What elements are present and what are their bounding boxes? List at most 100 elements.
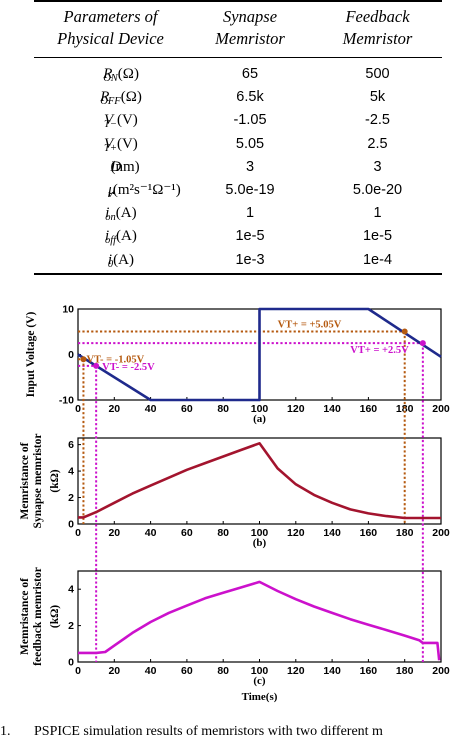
- synapse-value-cell: 1e-3: [235, 251, 265, 268]
- x-tick-label: 0: [75, 665, 81, 677]
- y-axis-unit: (kΩ): [49, 469, 61, 492]
- plot-frame-3: [77, 570, 442, 663]
- caption-number: 1.: [0, 724, 11, 737]
- table-top-rule: [34, 0, 442, 2]
- panel-label: (b): [253, 537, 267, 549]
- x-tick-label: 180: [396, 665, 414, 677]
- synapse-value-cell: 3: [245, 158, 255, 175]
- table-mid-rule: [34, 57, 442, 58]
- x-tick-label: 20: [108, 665, 120, 677]
- x-tick-label: 120: [287, 527, 305, 539]
- panel-label: (c): [253, 675, 266, 687]
- table-row: R ON (Ω) 65 500: [34, 63, 442, 85]
- feedback-value-cell: 1: [373, 205, 382, 222]
- synapse-value-cell: 1: [245, 205, 255, 222]
- synapse-value-cell: -1.05: [233, 112, 267, 129]
- threshold-marker-synapse-plus: [401, 328, 408, 335]
- feedback-value-cell: 1e-4: [362, 251, 393, 268]
- y-tick-label: 10: [62, 304, 74, 316]
- param-name-cell: i off (A): [104, 228, 137, 247]
- x-tick-label: 20: [108, 527, 120, 539]
- synapse-value-cell: 1e-5: [235, 228, 265, 245]
- table-row: V T+ (V) 5.05 2.5: [34, 133, 442, 155]
- x-tick-label: 40: [145, 403, 157, 415]
- x-tick-label: 160: [360, 527, 378, 539]
- x-tick-label: 140: [323, 665, 341, 677]
- x-tick-label: 20: [108, 403, 120, 415]
- feedback-value-cell: -2.5: [365, 112, 390, 129]
- simulation-figure: 0 20 40 60 80 100 120 140 160 180 200 -10 0 10 Input V…: [0, 296, 474, 737]
- table-bottom-rule: [34, 273, 442, 275]
- annotation-vt-minus-feedback: VT- = -2.5V: [102, 362, 155, 373]
- x-tick-label: 160: [360, 665, 378, 677]
- param-name-cell: R OFF (Ω): [100, 89, 142, 108]
- param-name-cell: V T+ (V): [104, 135, 138, 154]
- x-tick-label: 120: [287, 403, 305, 415]
- synapse-value-cell: 5.05: [235, 135, 265, 152]
- y-tick-label: -10: [59, 395, 74, 407]
- y-tick-label: 2: [68, 620, 74, 632]
- header-parameters-line2: Physical Device: [57, 29, 164, 48]
- y-axis-label: feedback memristor: [32, 567, 44, 666]
- feedback-value-cell: 3: [373, 158, 382, 175]
- panel-label: (a): [253, 413, 266, 425]
- param-name-cell: R ON (Ω): [103, 66, 139, 84]
- y-tick-label: 0: [68, 519, 74, 531]
- annotation-vt-plus-feedback: VT+ = +2.5V: [350, 345, 409, 356]
- table-row: D (nm) 3 3: [34, 156, 442, 178]
- y-axis-label: Input Voltage (V): [25, 312, 37, 398]
- synapse-value-cell: 65: [241, 66, 259, 82]
- x-tick-label: 100: [251, 665, 269, 677]
- x-tick-label: 0: [75, 403, 81, 415]
- y-tick-label: 0: [68, 349, 74, 361]
- x-axis-label: Time(s): [242, 691, 278, 703]
- header-synapse: Synapse Memristor: [187, 6, 313, 50]
- y-axis-label: Memristance of: [19, 578, 31, 655]
- series-line-3: [78, 580, 441, 661]
- x-tick-label: 40: [145, 527, 157, 539]
- y-tick-label: 6: [68, 439, 74, 451]
- x-tick-label: 200: [432, 665, 450, 677]
- x-tick-label: 100: [251, 403, 269, 415]
- table-row: μ v (m²s⁻¹Ω⁻¹) 5.0e-19 5.0e-20: [34, 179, 442, 201]
- x-tick-label: 60: [181, 527, 193, 539]
- param-name-cell: i on (A): [105, 205, 137, 224]
- feedback-value-cell: 1e-5: [362, 228, 393, 245]
- caption-text: PSPICE simulation results of memristors …: [34, 724, 383, 737]
- table-row: R OFF (Ω) 6.5k 5k: [34, 86, 442, 108]
- feedback-value-cell: 500: [365, 66, 390, 82]
- feedback-value-cell: 5k: [369, 89, 386, 106]
- x-tick-label: 120: [287, 665, 305, 677]
- annotation-vt-minus-synapse: VT- = -1.05V: [86, 354, 144, 365]
- header-parameters-line1: Parameters of: [63, 7, 158, 26]
- synapse-value-cell: 6.5k: [236, 89, 264, 106]
- x-tick-label: 80: [217, 665, 229, 677]
- param-name-cell: i 0 (A): [107, 251, 134, 270]
- header-feedback-line2: Memristor: [342, 29, 413, 48]
- x-tick-label: 80: [217, 527, 229, 539]
- y-tick-label: 0: [68, 657, 74, 669]
- x-tick-label: 200: [432, 403, 450, 415]
- x-tick-label: 60: [181, 403, 193, 415]
- header-synapse-line1: Synapse: [222, 7, 278, 26]
- header-feedback-line1: Feedback: [345, 7, 410, 26]
- x-tick-label: 160: [360, 403, 378, 415]
- table-row: i off (A) 1e-5 1e-5: [34, 225, 442, 247]
- feedback-value-cell: 2.5: [367, 135, 388, 152]
- y-axis-unit: (kΩ): [49, 605, 61, 628]
- x-tick-label: 140: [323, 527, 341, 539]
- threshold-marker-synapse-minus: [80, 356, 87, 363]
- x-tick-label: 80: [217, 403, 229, 415]
- x-tick-label: 100: [251, 527, 269, 539]
- threshold-marker-feedback-minus: [93, 362, 100, 369]
- table-row: V T− (V) -1.05 -2.5: [34, 109, 442, 131]
- table-row: i on (A) 1 1: [34, 202, 442, 224]
- y-axis-label: Memristance of: [19, 442, 31, 519]
- param-name-cell: V T− (V): [104, 112, 138, 131]
- y-tick-label: 4: [68, 584, 74, 596]
- x-tick-label: 40: [145, 665, 157, 677]
- plot-frame-2: [77, 437, 442, 525]
- x-tick-label: 60: [181, 665, 193, 677]
- table-row: i 0 (A) 1e-3 1e-4: [34, 249, 442, 271]
